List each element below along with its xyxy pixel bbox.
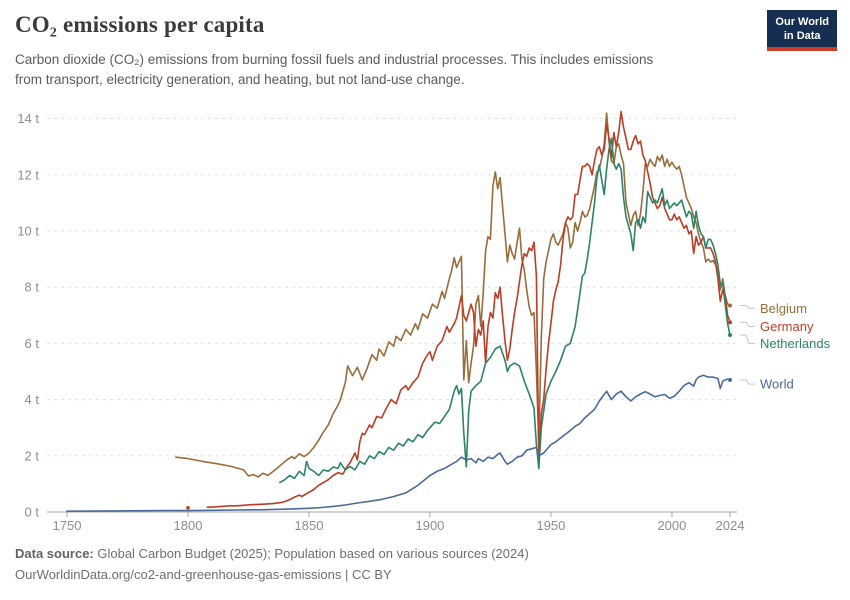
y-axis-label-0t: 0 t <box>25 505 40 520</box>
legend-connector-belgium <box>740 305 755 309</box>
series-line-germany[interactable] <box>206 110 731 509</box>
chart-footer: Data source: Global Carbon Budget (2025)… <box>15 543 529 585</box>
data-source-text: Global Carbon Budget (2025); Population … <box>93 546 529 561</box>
x-axis-label-1950: 1950 <box>536 518 565 533</box>
y-axis-label-6t: 6 t <box>25 336 40 351</box>
data-source-label: Data source: <box>15 546 94 561</box>
x-axis-label-1750: 1750 <box>53 518 82 533</box>
x-axis-label-2024: 2024 <box>716 518 745 533</box>
chart-subtitle-line1: Carbon dioxide (CO₂) emissions from burn… <box>15 52 654 67</box>
y-axis-label-12t: 12 t <box>17 167 39 182</box>
legend-connector-germany <box>740 321 755 327</box>
owid-url-line[interactable]: OurWorldinData.org/co2-and-greenhouse-ga… <box>15 567 392 582</box>
y-axis-label-4t: 4 t <box>25 392 40 407</box>
y-axis-label-2t: 2 t <box>25 448 40 463</box>
series-endpoint-netherlands <box>728 332 732 337</box>
owid-logo-line2: in Data <box>783 30 821 42</box>
series-line-netherlands[interactable] <box>279 137 731 484</box>
legend-connector-netherlands <box>740 334 755 344</box>
series-endpoint-belgium <box>728 303 732 308</box>
y-axis-label-14t: 14 t <box>17 111 39 126</box>
entity-label-germany[interactable]: Germany <box>760 319 814 334</box>
series-line-world[interactable] <box>66 374 731 513</box>
entity-label-netherlands[interactable]: Netherlands <box>760 336 831 351</box>
chart-subtitle-line2: from transport, electricity generation, … <box>15 72 465 87</box>
entity-label-world[interactable]: World <box>760 377 794 392</box>
series-endpoint-world <box>728 377 732 382</box>
owid-logo-line1: Our World <box>775 16 829 28</box>
y-axis-label-10t: 10 t <box>17 224 39 239</box>
y-axis-label-8t: 8 t <box>25 280 40 295</box>
x-axis-label-1800: 1800 <box>174 518 203 533</box>
series-line-belgium[interactable] <box>175 112 731 478</box>
x-axis-label-1850: 1850 <box>295 518 324 533</box>
page-title: CO₂ emissions per capita <box>15 12 265 37</box>
x-axis-label-2000: 2000 <box>657 518 686 533</box>
legend-connector-world <box>740 379 755 385</box>
series-endpoint-germany <box>728 320 732 325</box>
germany-first-datapoint <box>186 505 190 510</box>
owid-logo[interactable]: Our World in Data <box>767 10 837 51</box>
entity-label-belgium[interactable]: Belgium <box>760 301 807 316</box>
data-source-line: Data source: Global Carbon Budget (2025)… <box>15 543 529 564</box>
x-axis-label-1900: 1900 <box>415 518 444 533</box>
